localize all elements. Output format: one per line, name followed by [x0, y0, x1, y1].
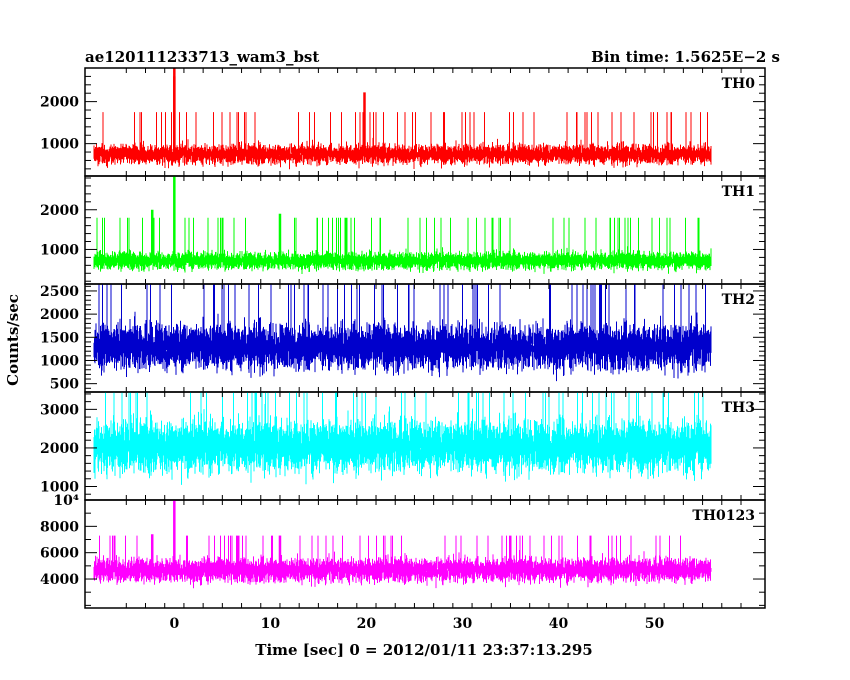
- panel-frame: [84, 499, 766, 609]
- panel-th2: 500 1000 1500 2000 2500 TH2: [40, 283, 766, 393]
- panel-th3: 1000 2000 3000 TH3: [40, 391, 766, 501]
- y-tick-label: 2000: [40, 441, 79, 457]
- y-tick-label: 1500: [40, 330, 79, 346]
- y-tick-label: 1000: [40, 353, 79, 369]
- panel-th1: 1000 2000 TH1: [40, 175, 766, 285]
- x-tick-label: 30: [453, 616, 473, 632]
- panel-th0123: 4000 6000 8000 10⁴ TH0123: [40, 493, 766, 609]
- panels: 1000 2000 TH0 1000 2000 TH1 500 1000 1500 2000 250…: [40, 67, 766, 609]
- y-tick-label: 1000: [40, 480, 79, 496]
- y-tick-label: 2000: [40, 95, 79, 111]
- x-tick-label: 50: [645, 616, 665, 632]
- y-tick-label: 2500: [40, 284, 79, 300]
- y-axis-label: Counts/sec: [4, 294, 22, 386]
- x-tick-label: 40: [549, 616, 569, 632]
- panel-th0: 1000 2000 TH0: [40, 67, 766, 177]
- x-tick-label: 20: [357, 616, 377, 632]
- panel-label-th2: TH2: [722, 292, 755, 308]
- y-tick-label: 8000: [40, 519, 79, 535]
- bin-time-label: Bin time: 1.5625E−2 s: [591, 48, 780, 66]
- chart-title: ae120111233713_wam3_bst: [85, 48, 319, 66]
- panel-label-th0123: TH0123: [692, 508, 755, 524]
- series-th3-trace: [93, 392, 712, 485]
- y-tick-label: 3000: [40, 402, 79, 418]
- y-tick-label: 1000: [40, 242, 79, 258]
- y-tick-label: 1000: [40, 137, 79, 153]
- panel-label-th3: TH3: [722, 400, 755, 416]
- x-axis-label: Time [sec] 0 = 2012/01/11 23:37:13.295: [255, 641, 592, 659]
- series-th0-trace: [93, 112, 712, 170]
- x-axis: 0 10 20 30 40 50: [169, 616, 664, 632]
- y-tick-label: 10⁴: [53, 493, 79, 509]
- y-tick-label: 500: [50, 377, 79, 393]
- y-tick-label: 2000: [40, 307, 79, 323]
- y-tick-label: 4000: [40, 572, 79, 588]
- x-tick-label: 0: [169, 616, 179, 632]
- series-th0123-trace: [93, 535, 712, 589]
- y-tick-label: 2000: [40, 203, 79, 219]
- series-th1-trace: [93, 217, 712, 274]
- series-th2-trace: [93, 284, 712, 382]
- x-tick-label: 10: [261, 616, 281, 632]
- panel-label-th1: TH1: [722, 184, 755, 200]
- panel-label-th0: TH0: [722, 76, 756, 92]
- y-tick-label: 6000: [40, 546, 79, 562]
